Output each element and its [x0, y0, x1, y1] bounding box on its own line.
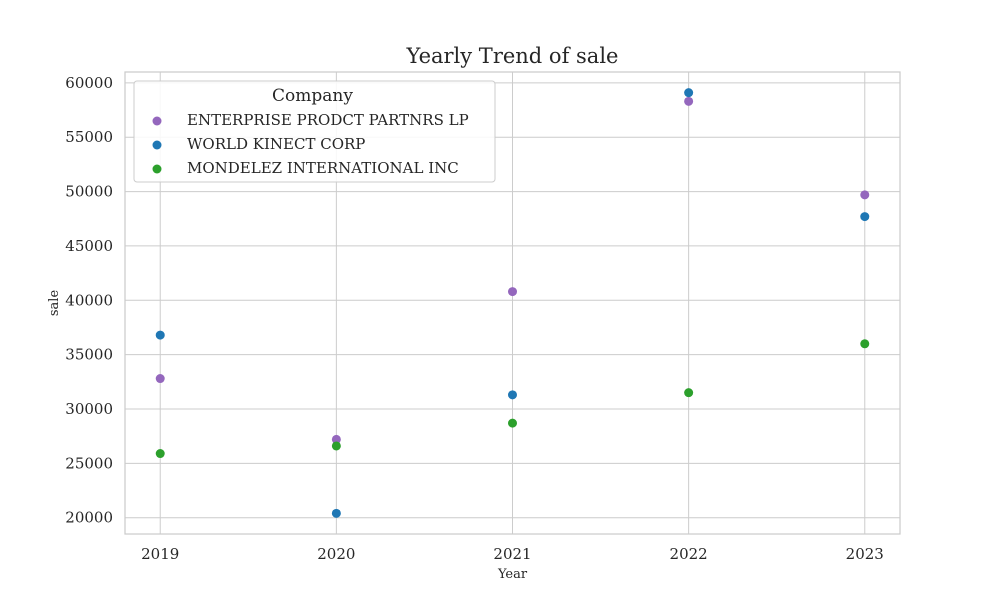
legend-box — [133, 80, 496, 183]
grid-lines — [125, 72, 900, 534]
x-axis-label: Year — [497, 567, 528, 582]
y-tick-label: 60000 — [65, 74, 113, 92]
legend-label: MONDELEZ INTERNATIONAL INC — [187, 159, 459, 177]
y-axis-label: sale — [47, 290, 62, 317]
data-point — [860, 212, 870, 222]
legend-label: ENTERPRISE PRODCT PARTNRS LP — [187, 111, 469, 129]
x-tick-label: 2020 — [317, 545, 355, 563]
legend-marker — [152, 164, 162, 174]
data-point — [508, 418, 517, 428]
data-point — [155, 449, 165, 459]
y-tick-label: 20000 — [65, 509, 113, 527]
y-tick-label: 55000 — [65, 128, 113, 146]
data-point — [155, 374, 165, 384]
data-point — [331, 441, 341, 451]
data-point — [155, 330, 165, 340]
data-point — [508, 287, 517, 297]
legend-marker — [152, 116, 162, 126]
data-point — [684, 388, 694, 398]
data-point — [508, 390, 517, 400]
data-point — [684, 96, 694, 106]
x-tick-label: 2021 — [493, 545, 531, 563]
x-tick-label: 2019 — [141, 545, 179, 563]
x-tick-label: 2022 — [670, 545, 708, 563]
chart-title: Yearly Trend of sale — [406, 44, 619, 68]
data-point — [860, 339, 870, 349]
y-tick-label: 25000 — [65, 454, 113, 472]
y-tick-label: 45000 — [65, 237, 113, 255]
legend-items: ENTERPRISE PRODCT PARTNRS LP WORLD KINECT… — [152, 111, 469, 177]
plot-area-frame — [124, 71, 901, 535]
data-points — [155, 88, 870, 518]
x-tick-label: 2023 — [846, 545, 884, 563]
data-point — [860, 190, 870, 200]
y-tick-label: 30000 — [65, 400, 113, 418]
y-tick-label: 35000 — [65, 346, 113, 364]
data-point — [684, 88, 694, 98]
data-point — [331, 434, 341, 444]
data-point — [331, 508, 341, 518]
legend: Company ENTERPRISE PRODCT PARTNRS LP WORL… — [133, 80, 496, 183]
y-tick-label: 50000 — [65, 183, 113, 201]
legend-label: WORLD KINECT CORP — [187, 135, 365, 153]
legend-marker — [152, 140, 162, 150]
legend-title: Company — [272, 86, 353, 106]
tick-labels: 2019 2020 2021 2022 2023 20000 25000 30000 35000… — [65, 74, 884, 563]
y-tick-label: 40000 — [65, 291, 113, 309]
